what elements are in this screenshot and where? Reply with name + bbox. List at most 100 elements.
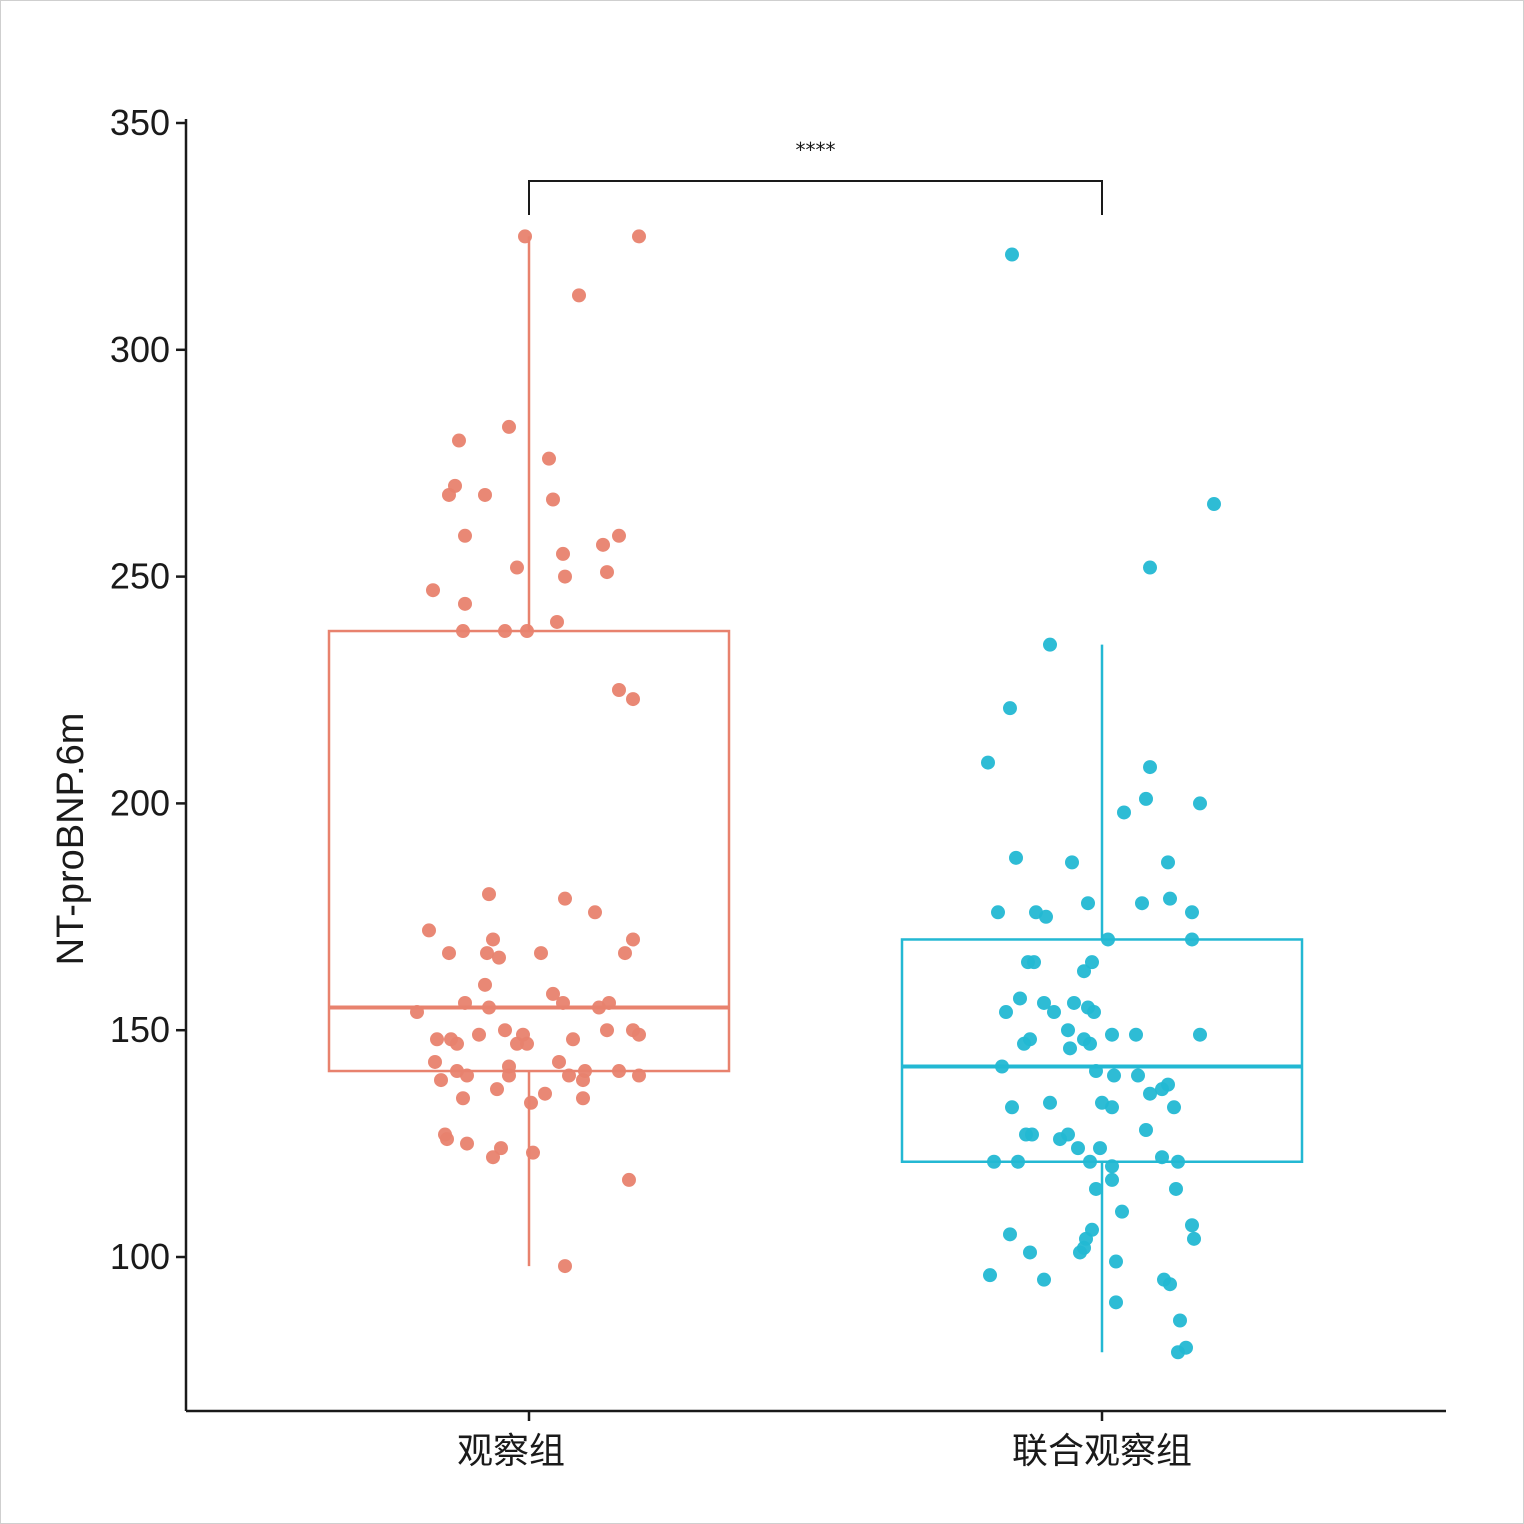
data-point bbox=[1073, 1245, 1087, 1260]
data-point bbox=[458, 596, 472, 611]
data-point bbox=[1109, 1254, 1123, 1269]
data-point bbox=[452, 433, 466, 448]
data-point bbox=[1043, 637, 1057, 652]
data-point bbox=[556, 995, 570, 1010]
data-point bbox=[612, 683, 626, 697]
data-point bbox=[562, 1068, 576, 1083]
data-point bbox=[622, 1172, 636, 1187]
data-point bbox=[1037, 995, 1051, 1010]
data-point bbox=[478, 977, 492, 992]
data-point bbox=[498, 624, 512, 639]
data-point bbox=[1185, 905, 1199, 920]
data-point bbox=[1003, 701, 1017, 716]
iqr-box bbox=[327, 629, 731, 1073]
data-point bbox=[1011, 1154, 1025, 1169]
data-point bbox=[572, 288, 586, 303]
data-point bbox=[1025, 1127, 1039, 1142]
data-point bbox=[1105, 1159, 1119, 1174]
y-tick-label: 150 bbox=[110, 1009, 170, 1050]
data-point bbox=[1135, 896, 1149, 911]
data-point bbox=[472, 1027, 486, 1042]
significance-label: **** bbox=[796, 138, 836, 162]
data-point bbox=[442, 946, 456, 961]
data-point bbox=[1089, 1064, 1103, 1079]
data-point bbox=[1139, 1122, 1153, 1137]
data-point bbox=[1131, 1068, 1145, 1083]
boxes-layer bbox=[327, 236, 1304, 1353]
data-point bbox=[494, 1141, 508, 1156]
data-point bbox=[558, 569, 572, 584]
data-point bbox=[450, 1036, 464, 1051]
data-point bbox=[626, 932, 640, 947]
data-point bbox=[1163, 1277, 1177, 1292]
data-point bbox=[518, 229, 532, 244]
data-point bbox=[987, 1154, 1001, 1169]
data-point bbox=[600, 565, 614, 580]
x-tick-label: 联合观察组 bbox=[1012, 1431, 1192, 1472]
points-layer bbox=[410, 229, 1221, 1360]
data-point bbox=[428, 1054, 442, 1069]
data-point bbox=[1117, 805, 1131, 820]
data-point bbox=[1143, 760, 1157, 775]
data-point bbox=[1185, 1218, 1199, 1233]
data-point bbox=[632, 1068, 646, 1083]
data-point bbox=[596, 537, 610, 552]
data-point bbox=[546, 986, 560, 1001]
y-axis-title: NT-proBNP.6m bbox=[50, 713, 92, 966]
data-point bbox=[1161, 855, 1175, 870]
data-point bbox=[1053, 1132, 1067, 1147]
data-point bbox=[486, 932, 500, 947]
data-point bbox=[1061, 1023, 1075, 1038]
data-point bbox=[1065, 855, 1079, 870]
significance-bracket: **** bbox=[528, 138, 1103, 215]
axes-layer bbox=[184, 119, 1446, 1413]
data-point bbox=[434, 1073, 448, 1088]
data-point bbox=[576, 1073, 590, 1088]
y-ticks: 100 150 200 250 300 350 bbox=[110, 102, 186, 1277]
data-point bbox=[1105, 1027, 1119, 1042]
data-point bbox=[552, 1054, 566, 1069]
data-point bbox=[440, 1132, 454, 1147]
data-point bbox=[981, 755, 995, 770]
data-point bbox=[1087, 1005, 1101, 1020]
data-point bbox=[482, 1000, 496, 1015]
data-point bbox=[460, 1068, 474, 1083]
significance-bracket-line bbox=[528, 180, 1103, 215]
data-point bbox=[1171, 1154, 1185, 1169]
data-point bbox=[1083, 1036, 1097, 1051]
data-point bbox=[1139, 791, 1153, 806]
data-point bbox=[1083, 1154, 1097, 1169]
data-point bbox=[1005, 247, 1019, 262]
data-point bbox=[1037, 1272, 1051, 1287]
box-group bbox=[327, 236, 731, 1267]
data-point bbox=[1077, 964, 1091, 979]
data-point bbox=[632, 229, 646, 244]
data-point bbox=[430, 1032, 444, 1047]
data-point bbox=[1167, 1100, 1181, 1115]
data-point bbox=[510, 560, 524, 575]
y-tick-label: 100 bbox=[110, 1236, 170, 1277]
data-point bbox=[1043, 1095, 1057, 1110]
data-point bbox=[1173, 1313, 1187, 1328]
data-point bbox=[576, 1091, 590, 1106]
data-point bbox=[1155, 1150, 1169, 1165]
data-point bbox=[1115, 1204, 1129, 1219]
data-point bbox=[410, 1005, 424, 1020]
data-point bbox=[1005, 1100, 1019, 1115]
data-point bbox=[442, 487, 456, 502]
data-point bbox=[1081, 896, 1095, 911]
data-point bbox=[632, 1027, 646, 1042]
data-point bbox=[1107, 1068, 1121, 1083]
iqr-box bbox=[900, 938, 1304, 1163]
data-point bbox=[1143, 560, 1157, 575]
data-point bbox=[1047, 1005, 1061, 1020]
data-point bbox=[1193, 1027, 1207, 1042]
data-point bbox=[558, 1259, 572, 1274]
data-point bbox=[999, 1005, 1013, 1020]
data-point bbox=[486, 1150, 500, 1165]
data-point bbox=[1009, 850, 1023, 865]
data-point bbox=[458, 995, 472, 1010]
data-point bbox=[1093, 1141, 1107, 1156]
data-point bbox=[1101, 932, 1115, 947]
